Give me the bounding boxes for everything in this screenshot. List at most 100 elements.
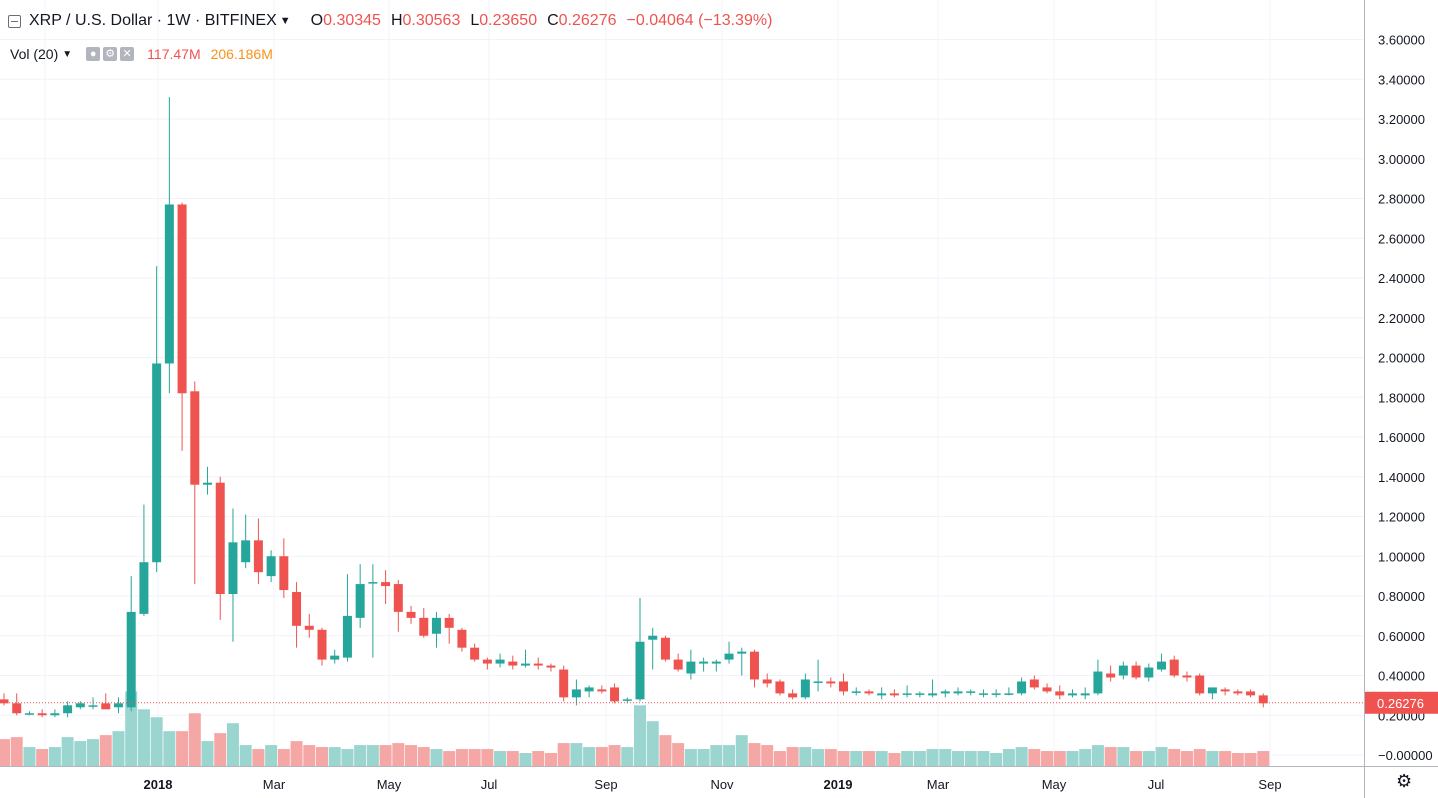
volume-bar	[1257, 751, 1270, 766]
candle-body	[699, 661, 709, 664]
volume-bar	[1193, 749, 1206, 766]
volume-bar	[875, 751, 888, 766]
candle-body	[355, 584, 365, 618]
candle-body	[1042, 687, 1052, 692]
candle-body	[635, 641, 645, 700]
volume-bar	[710, 745, 723, 766]
candle-body	[1118, 665, 1128, 676]
candle-body	[597, 689, 607, 692]
candle-body	[101, 703, 111, 710]
candle-body	[546, 665, 556, 668]
volume-bar	[557, 743, 570, 766]
interval[interactable]: 1W	[166, 12, 191, 29]
close-value: 0.26276	[558, 12, 617, 29]
volume-bar	[0, 739, 10, 766]
y-tick-label: 0.80000	[1378, 589, 1425, 604]
volume-bar	[583, 747, 596, 766]
volume-bar	[417, 747, 430, 766]
volume-bar	[748, 743, 761, 766]
candle-body	[330, 655, 340, 660]
x-tick-label: May	[377, 777, 402, 792]
volume-bar	[1002, 749, 1015, 766]
candle-body	[508, 661, 518, 666]
volume-bar	[519, 753, 532, 766]
volume-bar	[952, 751, 964, 766]
candle-body	[533, 663, 543, 666]
candle-body	[1055, 691, 1065, 696]
close-key: C	[547, 12, 559, 29]
y-tick-label: 2.20000	[1378, 311, 1425, 326]
volume-bar	[48, 747, 61, 766]
candle-body	[1093, 671, 1103, 694]
settings-gear-icon[interactable]: ⚙	[1396, 771, 1413, 791]
volume-bar	[176, 731, 189, 766]
volume-bar	[125, 691, 138, 766]
interval-separator: ·	[152, 12, 167, 29]
volume-bar	[786, 747, 799, 766]
eye-icon[interactable]: ●	[86, 47, 101, 61]
change-value: −0.04064 (−13.39%)	[626, 12, 773, 29]
candle-body	[393, 584, 403, 612]
y-tick-label: 2.00000	[1378, 351, 1425, 366]
volume-bar	[366, 745, 379, 766]
candle-body	[292, 592, 302, 626]
volume-bar	[1231, 753, 1244, 766]
volume-bar	[506, 751, 519, 766]
chevron-down-icon[interactable]: ▼	[62, 48, 73, 60]
candle-body	[622, 699, 632, 701]
volume-bar	[672, 743, 685, 766]
volume-bar	[379, 745, 392, 766]
volume-bar	[481, 749, 494, 766]
candle-body	[152, 363, 162, 563]
volume-bar	[570, 743, 583, 766]
candle-body	[1144, 667, 1154, 678]
exchange[interactable]: BITFINEX	[204, 12, 277, 29]
candle-body	[37, 713, 47, 716]
high-value: 0.30563	[402, 12, 461, 29]
high-key: H	[390, 12, 403, 29]
candle-body	[88, 705, 98, 707]
gear-icon[interactable]: ⚙	[103, 47, 118, 61]
candle-body	[902, 693, 912, 695]
candle-body	[24, 713, 34, 715]
volume-bar	[252, 749, 265, 766]
symbol-name[interactable]: XRP / U.S. Dollar	[29, 12, 153, 29]
collapse-icon[interactable]	[8, 14, 21, 28]
exchange-separator: ·	[190, 12, 205, 29]
close-icon[interactable]: ✕	[120, 47, 135, 61]
y-tick-label: 2.80000	[1378, 192, 1425, 207]
volume-bar	[87, 739, 100, 766]
chevron-down-icon[interactable]: ▼	[279, 15, 291, 27]
volume-bar	[1091, 745, 1104, 766]
volume-bar	[405, 745, 418, 766]
volume-bar	[494, 751, 507, 766]
last-price-label: 0.26276	[1377, 696, 1424, 711]
volume-bar	[1244, 753, 1257, 766]
candle-body	[775, 681, 785, 694]
y-tick-label: 2.60000	[1378, 231, 1425, 246]
candle-body	[50, 713, 60, 716]
candle-body	[966, 691, 976, 693]
candle-body	[0, 699, 9, 704]
volume-bar	[341, 749, 354, 766]
candle-body	[482, 659, 492, 664]
y-tick-label: 0.40000	[1378, 669, 1425, 684]
candle-body	[737, 651, 747, 654]
volume-bar	[761, 745, 774, 766]
volume-bar	[990, 753, 1003, 766]
volume-bar	[226, 723, 239, 766]
candle-body	[571, 689, 581, 698]
candle-body	[889, 693, 899, 696]
volume-bar	[468, 749, 481, 766]
candle-body	[342, 615, 352, 658]
volume-label[interactable]: Vol (20)	[10, 46, 59, 62]
candle-body	[495, 659, 505, 664]
volume-bar	[735, 735, 748, 766]
candle-body	[1004, 693, 1014, 695]
candle-body	[317, 629, 327, 660]
volume-bar	[901, 751, 914, 766]
y-tick-label: 1.40000	[1378, 470, 1425, 485]
candle-body	[1017, 681, 1027, 694]
volume-bar	[36, 749, 49, 766]
